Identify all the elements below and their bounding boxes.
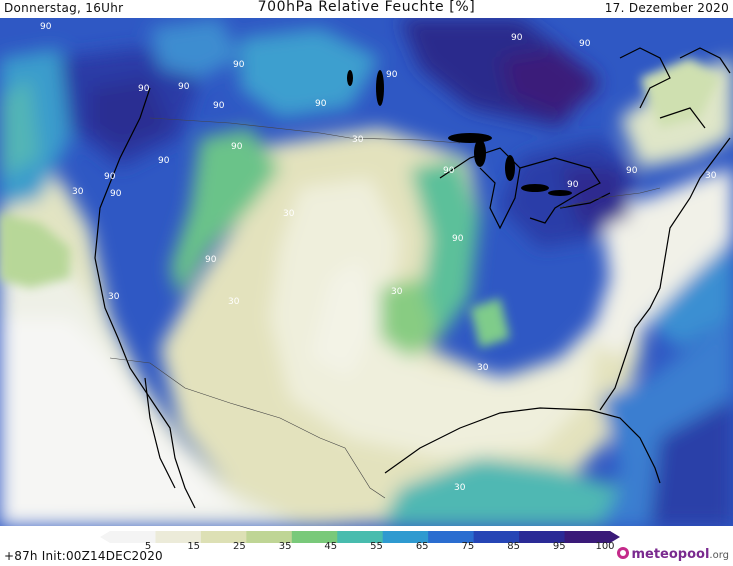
scale-segment	[110, 531, 156, 543]
contour-label: 90	[315, 99, 327, 109]
scale-tick-label: 100	[595, 541, 615, 552]
political-borders	[109, 117, 661, 499]
scale-tick-label: 25	[233, 541, 246, 552]
scale-tick-label: 65	[415, 541, 429, 552]
humidity-map: 90 90 90 90 90 90 90 90 90 90 90 90 90 9…	[0, 18, 733, 526]
contour-label: 90	[443, 166, 455, 176]
map-canvas: 90 90 90 90 90 90 90 90 90 90 90 90 90 9…	[0, 18, 733, 526]
scale-segment	[291, 531, 338, 543]
contour-label: 90	[626, 166, 638, 176]
scale-tick-label: 55	[370, 541, 383, 552]
run-info: +87h Init:00Z14DEC2020	[4, 549, 163, 563]
scale-segment	[337, 531, 384, 543]
valid-day-label: Donnerstag, 16Uhr	[4, 1, 124, 15]
contour-label: 30	[72, 187, 84, 197]
contour-label: 90	[138, 84, 150, 94]
contour-label: 90	[104, 172, 116, 182]
contour-label: 90	[233, 60, 245, 70]
valid-date-label: 17. Dezember 2020	[604, 1, 729, 15]
contour-label: 90	[567, 180, 579, 190]
scale-segment	[382, 531, 429, 543]
contour-labels: 90 90 90 90 90 90 90 90 90 90 90 90 90 9…	[40, 22, 717, 493]
brand-name: meteopool	[631, 547, 710, 562]
contour-label: 30	[228, 297, 240, 307]
scale-segment	[473, 531, 520, 543]
contour-label: 90	[452, 234, 464, 244]
meteopool-logo: meteopool.org	[617, 547, 729, 562]
scale-tick-label: 95	[552, 541, 566, 552]
contour-label: 90	[110, 189, 122, 199]
contour-label: 90	[178, 82, 190, 92]
scale-tick-label: 5	[144, 541, 152, 552]
scale-segment	[246, 531, 293, 543]
contour-label: 30	[391, 287, 403, 297]
contour-label: 90	[386, 70, 398, 80]
scale-segment	[200, 531, 247, 543]
scale-tick-label: 35	[278, 541, 292, 552]
contour-label: 30	[705, 171, 717, 181]
scale-tick-label: 15	[187, 541, 201, 552]
contour-label: 90	[40, 22, 52, 32]
contour-label: 90	[231, 142, 243, 152]
scale-arrow-low	[100, 531, 110, 543]
contour-label: 30	[108, 292, 120, 302]
scale-arrow-high	[610, 531, 620, 543]
map-title: 700hPa Relative Feuchte [%]	[257, 0, 476, 15]
scale-segment	[519, 531, 566, 543]
contour-label: 90	[511, 33, 523, 43]
scale-tick-label: 75	[461, 541, 475, 552]
lakes	[347, 70, 572, 196]
scale-tick-label: 85	[507, 541, 520, 552]
scale-segment	[155, 531, 202, 543]
contour-label: 30	[352, 135, 364, 145]
header-bar: Donnerstag, 16Uhr 700hPa Relative Feucht…	[0, 0, 733, 18]
contour-label: 90	[579, 39, 591, 49]
scale-tick-label: 45	[324, 541, 338, 552]
humidity-color-scale	[100, 528, 620, 543]
contour-label: 30	[454, 483, 466, 493]
contour-label: 90	[213, 101, 225, 111]
contour-label: 30	[477, 363, 489, 373]
contour-label: 90	[158, 156, 170, 166]
color-scale-bar	[100, 531, 620, 543]
brand-tld: .org	[709, 550, 729, 561]
contour-label: 90	[205, 255, 217, 265]
scale-segment	[428, 531, 475, 543]
scale-segment	[564, 531, 611, 543]
color-scale-ticks: 5 15 25 35 45 55 65 75 85 95 100	[0, 541, 733, 555]
meteopool-logo-icon	[617, 547, 630, 559]
coastlines	[94, 47, 731, 509]
contour-label: 30	[283, 209, 295, 219]
